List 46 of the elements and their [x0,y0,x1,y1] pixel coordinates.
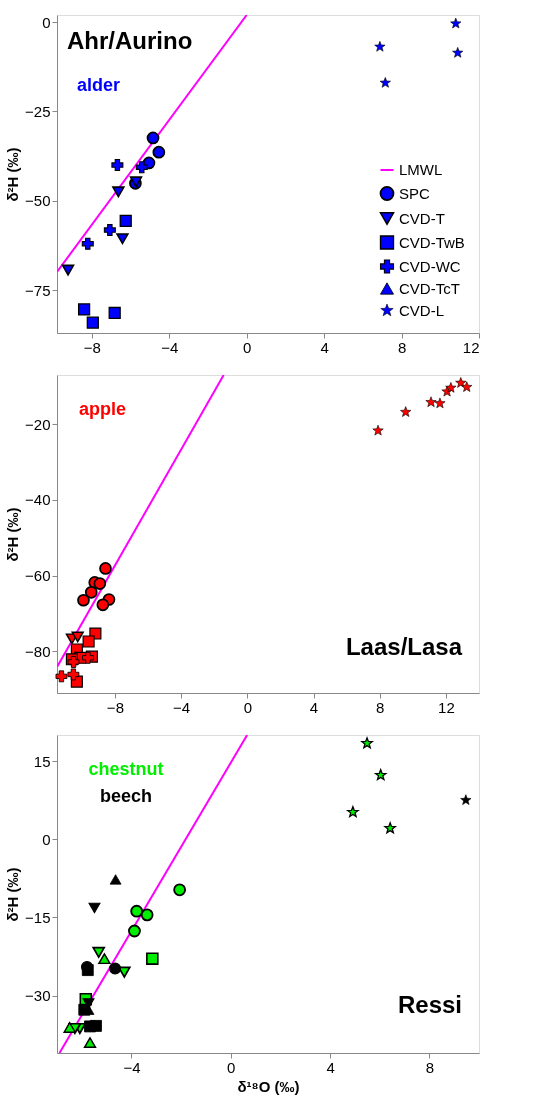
y-tick-label: −50 [25,192,51,210]
legend-label: CVD-TwB [399,233,465,251]
x-axis-title: δ¹⁸O (‰) [237,1077,300,1095]
x-tick-label: −8 [106,698,124,716]
annotation: apple [79,399,127,419]
y-tick-label: −80 [25,642,51,660]
x-tick-label: 4 [320,338,329,356]
x-tick-label: 0 [243,698,252,716]
annotation: alder [77,75,121,95]
y-tick-label: −40 [25,491,51,509]
x-tick-label: 12 [462,338,480,356]
x-tick-label: 4 [309,698,319,716]
y-tick-label: 0 [42,830,51,848]
text: Ahr/Aurino [67,27,193,54]
x-tick-label: 0 [243,338,252,356]
x-tick-label: −8 [83,338,101,356]
y-tick-label: −15 [25,908,51,926]
y-axis-title: δ²H (‰) [4,147,22,202]
y-tick-label: 0 [42,13,51,31]
y-tick-label: −25 [25,102,51,120]
legend-label: SPC [399,184,431,202]
x-tick-label: 4 [326,1058,335,1076]
legend-label: LMWL [399,161,443,178]
y-tick-label: −60 [25,567,51,585]
legend-label: CVD-TcT [399,279,460,297]
annotation: beech [99,786,153,806]
x-tick-label: 12 [438,698,455,716]
text: Ressi [397,991,462,1018]
x-tick-label: 0 [227,1058,236,1076]
annotation: chestnut [88,759,164,779]
y-axis-title: δ²H (‰) [4,867,22,922]
legend-label: CVD-L [399,301,445,319]
y-axis-title: δ²H (‰) [4,507,22,562]
legend-label: CVD-T [399,209,445,227]
x-tick-label: −4 [161,338,179,356]
x-tick-label: 8 [376,698,385,716]
x-tick-label: 8 [425,1058,435,1076]
x-tick-label: −4 [173,698,191,716]
x-tick-label: −4 [123,1058,141,1076]
y-tick-label: −30 [25,987,51,1005]
text: Laas/Lasa [345,633,463,660]
x-tick-label: 8 [397,338,407,356]
y-tick-label: −75 [25,281,51,299]
y-tick-label: 15 [33,752,51,770]
y-tick-label: −20 [25,415,51,433]
legend-label: CVD-WC [399,257,461,275]
